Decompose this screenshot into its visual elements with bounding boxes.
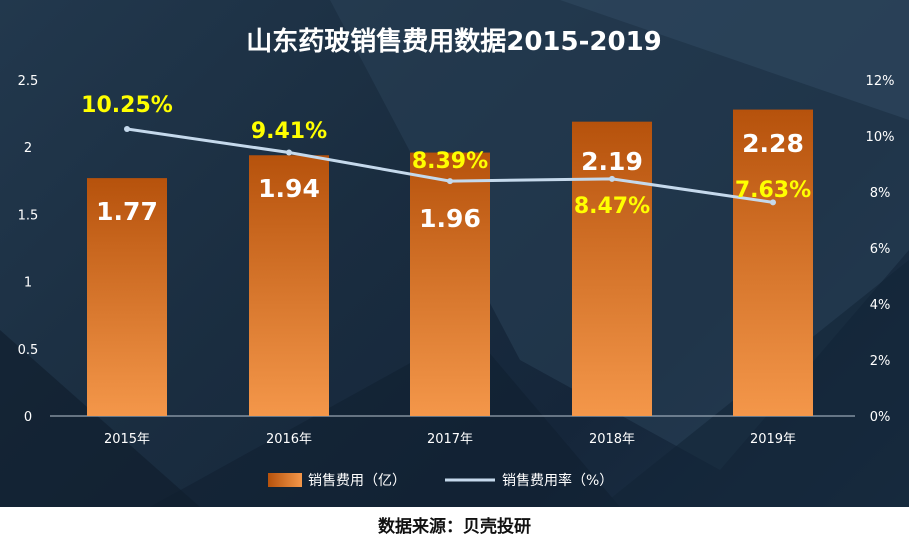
right-tick-label: 8% — [870, 186, 891, 201]
right-axis: 0% 2% 4% 6% 8% 10% 12% — [866, 74, 895, 425]
rate-point — [124, 126, 130, 132]
bar — [87, 178, 167, 416]
x-tick-label: 2015年 — [104, 432, 150, 447]
rate-point — [286, 149, 292, 156]
bar-series — [87, 109, 813, 417]
right-tick-label: 2% — [870, 354, 891, 369]
bar-value-label: 1.77 — [96, 197, 158, 226]
right-tick-label: 4% — [870, 298, 891, 313]
right-tick-label: 12% — [866, 74, 895, 89]
rate-value-label: 8.39% — [412, 149, 488, 174]
x-tick-label: 2019年 — [750, 432, 796, 447]
bar-value-label: 1.94 — [258, 174, 320, 203]
legend-line-label: 销售费用率（%） — [502, 472, 613, 489]
left-tick-label: 2.5 — [18, 74, 39, 89]
left-tick-label: 0.5 — [18, 343, 39, 358]
bar — [572, 121, 652, 416]
chart-panel: 山东药玻销售费用数据2015-2019 0 0.5 1 1.5 2 2.5 0% 2% 4% 6… — [0, 0, 909, 507]
rate-value-label: 10.25% — [81, 93, 173, 118]
bar-value-label: 1.96 — [419, 204, 481, 233]
bar-labels: 1.77 1.94 1.96 2.19 2.28 — [96, 129, 804, 233]
rate-value-label: 9.41% — [251, 119, 327, 144]
chart-title: 山东药玻销售费用数据2015-2019 — [246, 26, 662, 57]
left-axis: 0 0.5 1 1.5 2 2.5 — [18, 74, 39, 425]
bar-value-label: 2.19 — [581, 147, 643, 176]
rate-value-label: 8.47% — [574, 194, 650, 219]
bar — [733, 109, 813, 417]
x-tick-label: 2017年 — [427, 432, 473, 447]
bar-value-label: 2.28 — [742, 129, 804, 158]
left-tick-label: 2 — [24, 141, 32, 156]
rate-point — [609, 175, 615, 182]
rate-point — [447, 178, 453, 185]
rate-point — [770, 199, 776, 206]
bar — [410, 152, 490, 417]
bar — [249, 155, 329, 416]
legend: 销售费用（亿） 销售费用率（%） — [268, 472, 613, 489]
left-tick-label: 1.5 — [18, 208, 39, 223]
left-tick-label: 0 — [24, 410, 32, 425]
line-series — [124, 126, 776, 206]
legend-bar-swatch — [268, 473, 302, 487]
x-tick-label: 2016年 — [266, 432, 312, 447]
rate-labels: 10.25% 9.41% 8.39% 8.47% 7.63% — [81, 93, 811, 219]
x-tick-label: 2018年 — [589, 432, 635, 447]
x-axis-ticks: 2015年 2016年 2017年 2018年 2019年 — [104, 432, 796, 447]
rate-value-label: 7.63% — [735, 178, 811, 203]
legend-bar-label: 销售费用（亿） — [308, 473, 406, 489]
right-tick-label: 0% — [870, 410, 891, 425]
left-tick-label: 1 — [24, 276, 32, 291]
right-tick-label: 10% — [866, 130, 895, 145]
chart-svg: 山东药玻销售费用数据2015-2019 0 0.5 1 1.5 2 2.5 0% 2% 4% 6… — [0, 0, 909, 507]
source-note: 数据来源：贝壳投研 — [378, 516, 531, 537]
right-tick-label: 6% — [870, 242, 891, 257]
